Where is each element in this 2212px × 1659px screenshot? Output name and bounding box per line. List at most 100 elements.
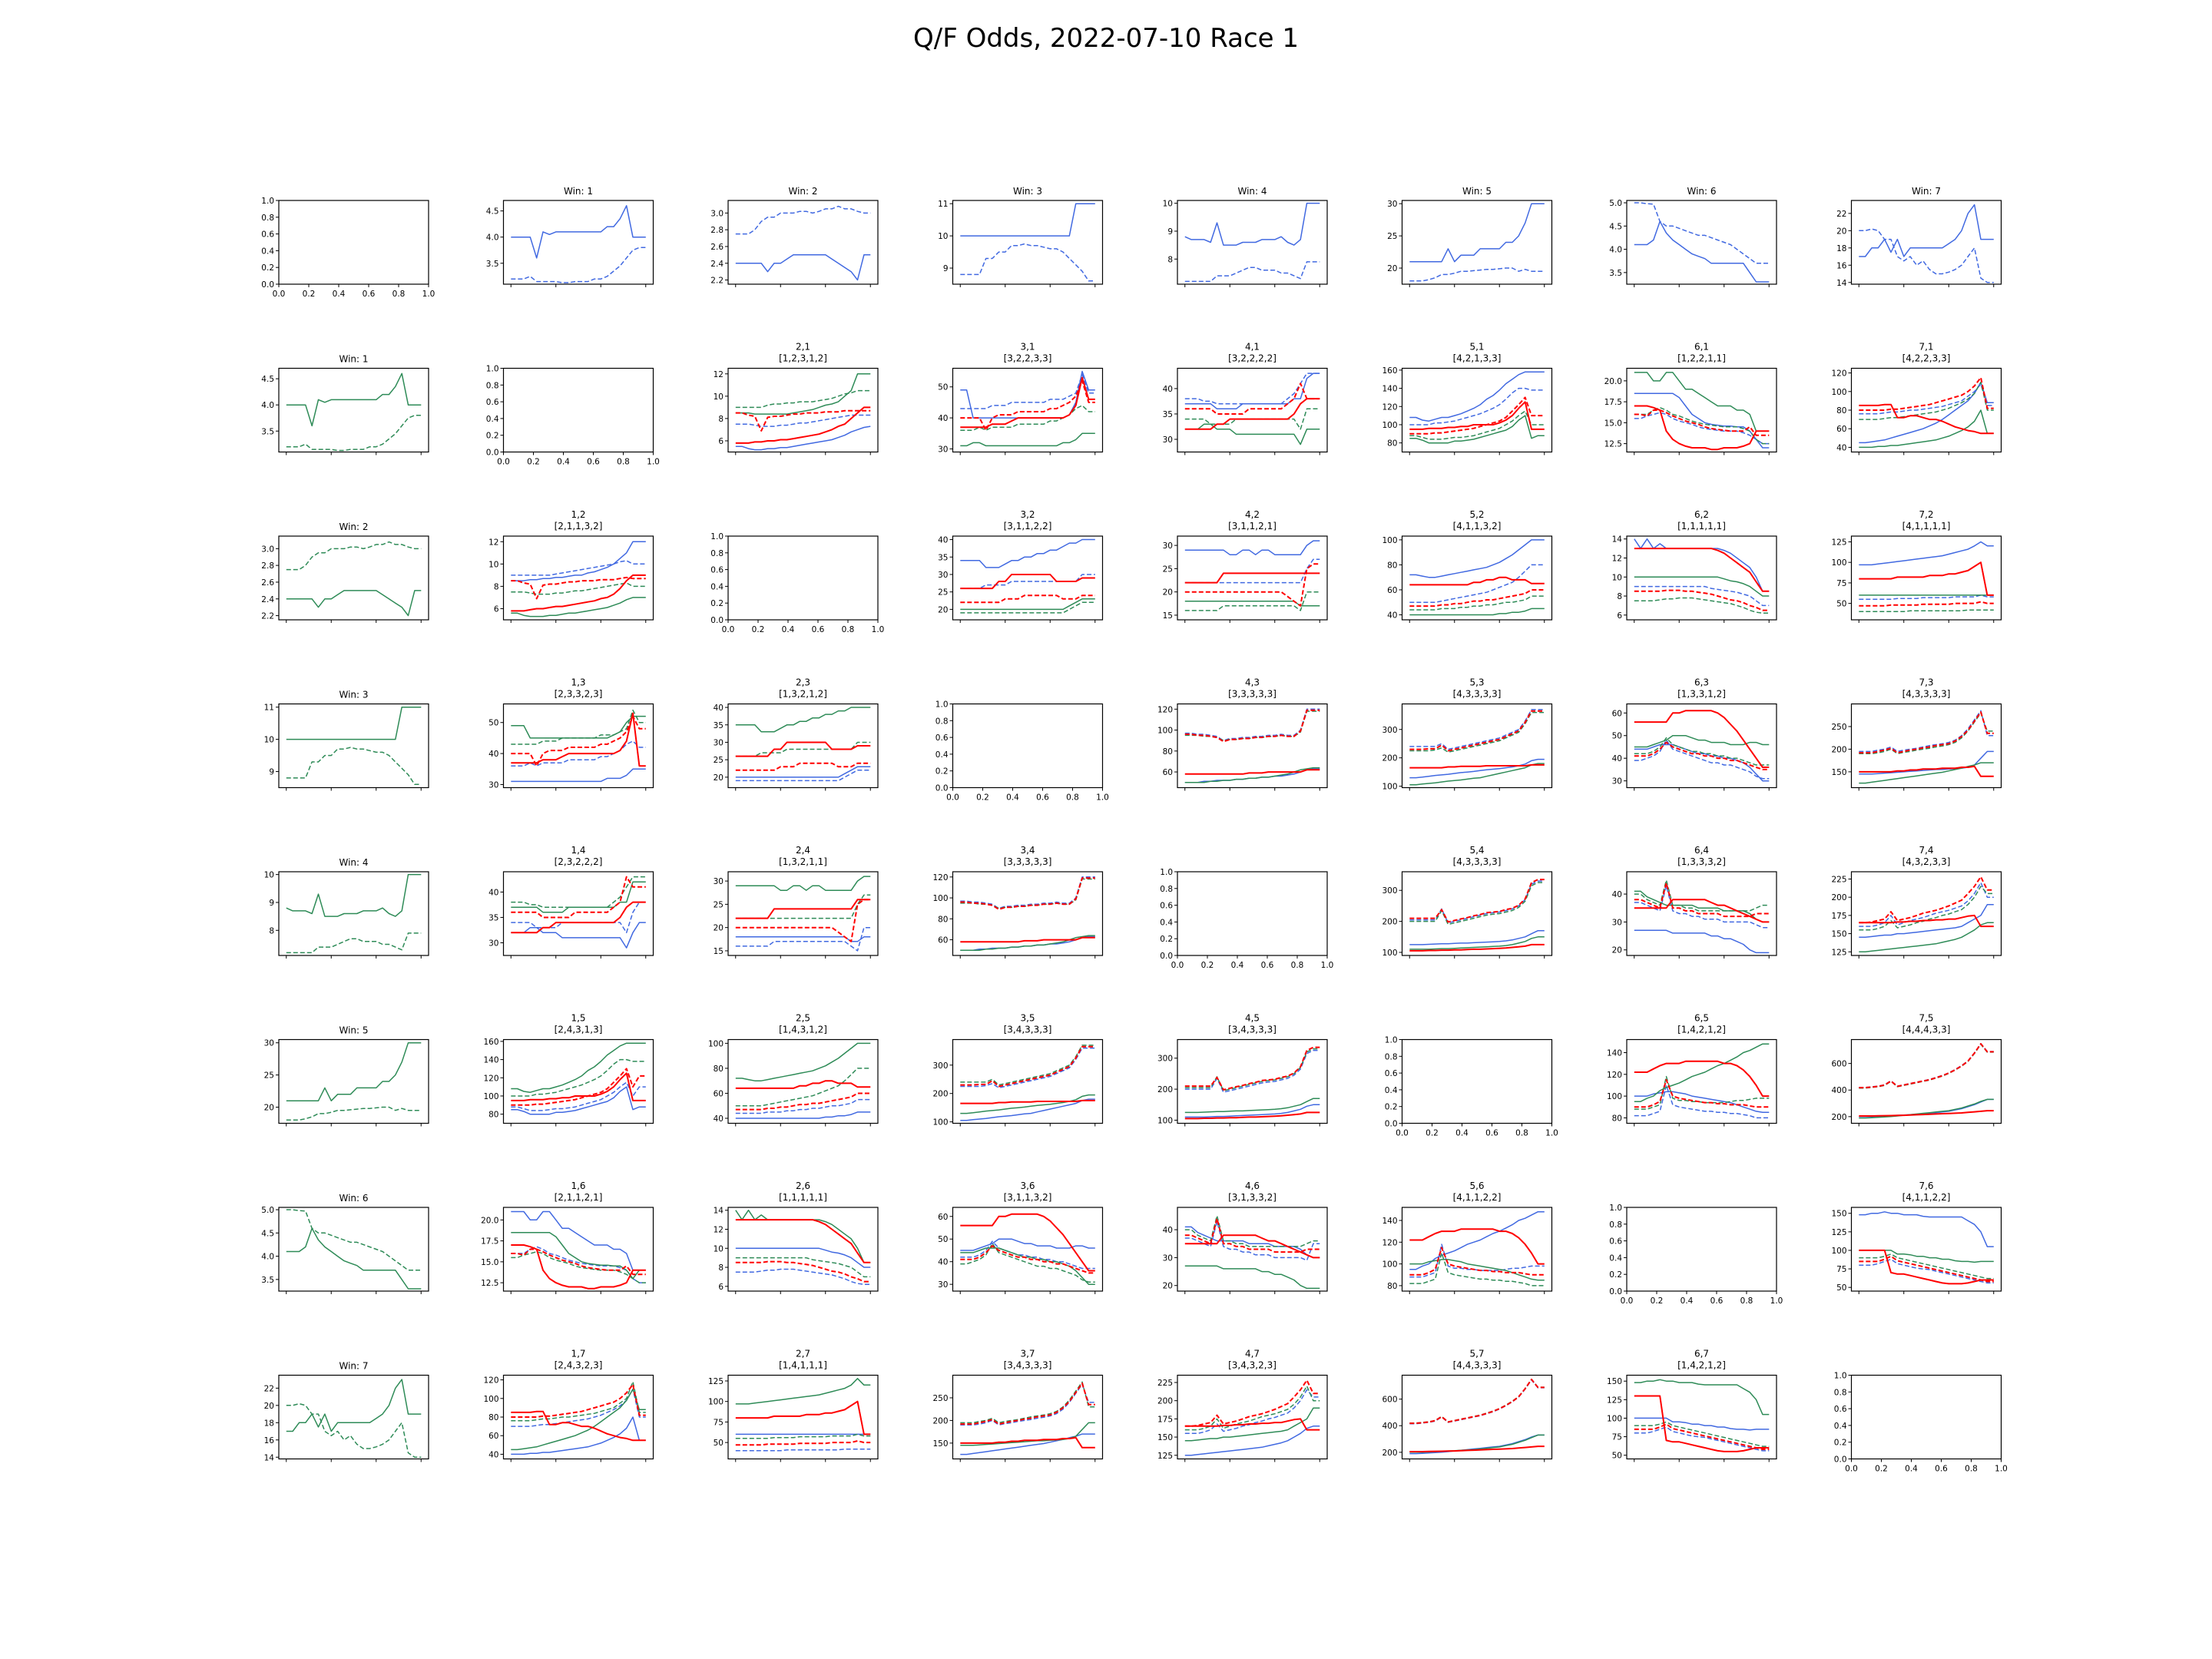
axes-frame	[1401, 1038, 1553, 1124]
axes-frame	[1401, 535, 1553, 621]
axes-frame	[1626, 1038, 1777, 1124]
series-line-red-dashed	[1859, 376, 1994, 411]
series-line-blue-solid	[511, 922, 646, 949]
axes-frame	[1401, 1374, 1553, 1460]
y-tick-label: 40	[488, 750, 498, 759]
y-tick-label: 60	[1163, 768, 1173, 777]
series-line-blue-dashed	[1859, 1258, 1994, 1284]
x-tick-label: 0.0	[273, 290, 286, 299]
subplot-title: 1,4	[571, 845, 585, 856]
series-line-green-dashed	[1859, 1043, 1994, 1089]
subplot-title: 3,2	[1020, 509, 1035, 520]
y-tick-label: 9	[1167, 227, 1173, 237]
y-tick-label: 125	[1831, 538, 1846, 547]
series-line-blue-solid	[1859, 1211, 1994, 1247]
series-line-blue-dashed	[511, 1388, 646, 1427]
subplot-3-7: 7,3[4,3,3,3,3] 150 200 250	[1831, 677, 2002, 791]
y-tick-label: 2.6	[261, 578, 274, 588]
subplot-title: 7,4	[1919, 845, 1933, 856]
subplot-3-0: Win: 3 9 10 11	[264, 690, 429, 791]
series-line-green-dashed	[1634, 1421, 1770, 1447]
y-tick-label: 140	[1382, 385, 1397, 394]
subplot-2-1: 1,2[2,1,1,3,2] 6 8 10 12	[488, 509, 654, 623]
series-line-red-solid	[1634, 899, 1770, 923]
subplot-title: 1,7	[571, 1349, 585, 1359]
subplot-7-4: 4,7[3,4,3,2,3] 125 150 175 200 225	[1157, 1349, 1328, 1462]
series-line-red-dashed	[1859, 601, 1994, 607]
axes-frame	[278, 703, 429, 789]
x-tick-label: 0.4	[1681, 1296, 1694, 1306]
series-line-blue-solid	[1184, 373, 1320, 410]
series-line-blue-solid	[1409, 929, 1545, 945]
axes-frame	[952, 703, 1104, 789]
y-tick-label: 1.0	[1609, 1204, 1622, 1213]
y-tick-label: 1.0	[1834, 1372, 1847, 1381]
subplot-subtitle: [3,4,3,3,3]	[1004, 1025, 1052, 1035]
y-tick-label: 30	[1163, 541, 1173, 551]
subplot-0-6: Win: 6 3.5 4.0 4.5 5.0	[1609, 186, 1777, 287]
y-tick-label: 300	[1382, 726, 1397, 735]
y-tick-label: 50	[938, 383, 948, 392]
series-line-red-solid	[511, 1410, 646, 1442]
series-line-red-solid	[960, 574, 1095, 590]
subplot-7-2: 2,7[1,4,1,1,1] 50 75 100 125	[708, 1349, 879, 1462]
series-line-green-dashed	[1634, 737, 1770, 766]
y-tick-label: 10	[714, 1244, 724, 1253]
x-tick-label: 0.2	[527, 458, 540, 467]
y-tick-label: 3.5	[261, 427, 274, 436]
series-line-blue-dashed	[960, 373, 1095, 409]
y-tick-label: 3.0	[261, 545, 274, 554]
subplot-title: 4,3	[1245, 677, 1260, 688]
x-tick-label: 0.2	[1201, 961, 1214, 970]
series-line-green-solid	[1184, 1265, 1320, 1290]
subplot-7-3: 3,7[3,4,3,3,3] 150 200 250	[932, 1349, 1104, 1462]
y-tick-label: 125	[1831, 948, 1846, 957]
y-tick-label: 14	[264, 1453, 275, 1462]
y-tick-label: 20	[1836, 227, 1846, 236]
subplot-0-3: Win: 3 9 10 11	[938, 186, 1104, 287]
y-tick-label: 200	[1157, 1397, 1173, 1406]
series-line-blue-dashed	[960, 1240, 1095, 1270]
subplot-title: 5,3	[1469, 677, 1484, 688]
subplot-6-6: 0.0 0.2 0.4 0.6 0.8 1.0 0.0 0.2 0.4 0.6 0.8 1.0	[1609, 1204, 1783, 1306]
series-line-red-solid	[1184, 769, 1320, 775]
y-tick-label: 1.0	[1385, 1036, 1398, 1045]
series-line-red-solid	[960, 376, 1095, 429]
series-line-blue-solid	[1409, 539, 1545, 578]
subplot-1-2: 2,1[1,2,3,1,2] 6 8 10 12	[714, 342, 879, 455]
subplot-subtitle: [3,1,1,2,1]	[1228, 521, 1277, 531]
axes-frame	[952, 367, 1104, 453]
subplot-title: 1,5	[571, 1013, 585, 1024]
x-tick-label: 0.8	[1066, 793, 1079, 803]
series-line-red-solid	[735, 406, 871, 444]
y-tick-label: 100	[1382, 536, 1397, 545]
y-tick-label: 2.4	[261, 595, 274, 604]
y-tick-label: 125	[1831, 1228, 1846, 1237]
series-line-blue-solid	[1859, 204, 1994, 257]
axes-frame	[1850, 703, 2002, 789]
subplot-title: Win: 7	[1912, 186, 1941, 197]
series-line-blue-dashed	[1409, 564, 1545, 603]
x-tick-label: 0.8	[842, 625, 855, 634]
series-line-red-dashed	[1184, 1046, 1320, 1091]
series-line-green-dashed	[1859, 712, 1994, 755]
y-tick-label: 12	[1612, 554, 1622, 563]
axes-frame	[727, 1038, 879, 1124]
series-line-blue-solid	[1409, 1434, 1545, 1455]
y-tick-label: 9	[269, 768, 274, 777]
series-line-blue-dashed	[1859, 383, 1994, 415]
subplot-subtitle: [3,4,3,3,3]	[1004, 1360, 1052, 1371]
y-tick-label: 120	[1382, 402, 1397, 412]
y-tick-label: 3.5	[261, 1276, 274, 1285]
subplot-0-0: 0.0 0.2 0.4 0.6 0.8 1.0 0.0 0.2 0.4 0.6 0.8 1.0	[261, 197, 435, 299]
figure-title: Q/F Odds, 2022-07-10 Race 1	[913, 23, 1299, 54]
y-tick-label: 600	[1382, 1396, 1397, 1405]
series-line-blue-dashed	[1859, 882, 1994, 927]
subplot-title: 2,4	[796, 845, 810, 856]
series-line-green-solid	[1634, 1043, 1770, 1102]
series-line-green-solid	[735, 373, 871, 415]
axes-frame	[1626, 535, 1777, 621]
axes-frame	[1626, 200, 1777, 285]
series-line-green-dashed	[960, 1045, 1095, 1086]
y-tick-label: 125	[708, 1377, 724, 1386]
